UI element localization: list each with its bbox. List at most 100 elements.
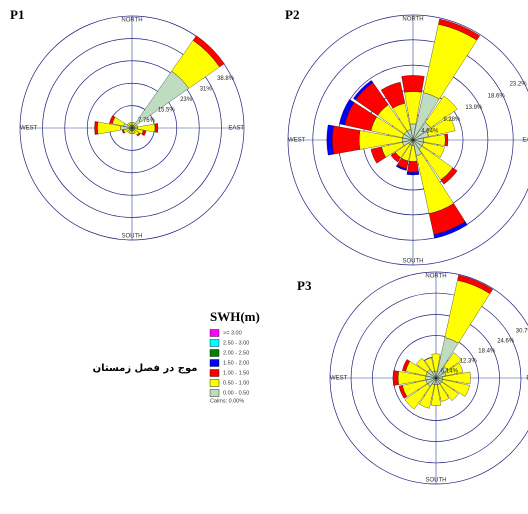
sector-segment: [421, 142, 445, 158]
sector-segment: [438, 18, 481, 41]
sector-segment: [419, 383, 435, 409]
sector-segment: [430, 384, 442, 406]
ring: [86, 82, 178, 174]
legend-swatch: [209, 379, 220, 387]
sector-segment: [370, 146, 386, 164]
sector-segment: [401, 75, 425, 93]
sector-segment: [404, 383, 431, 410]
legend-label: 0.50 - 1.00: [223, 380, 249, 386]
legend-swatch: [209, 369, 220, 377]
sector-segment: [433, 221, 468, 239]
rose-chart: P1 7.76%15.5% 23% 31% 38.8% NORTH EAST SOUTH WES…: [10, 7, 245, 241]
ring: [42, 38, 222, 218]
legend-label: 2.50 - 3.00: [223, 340, 249, 346]
direction-label: WEST: [288, 138, 306, 144]
legend-label: 1.00 - 1.50: [223, 370, 249, 376]
sector-segment: [121, 129, 125, 134]
sector-segment: [426, 116, 456, 137]
sector-segment: [326, 124, 334, 156]
sector-segment: [136, 132, 141, 137]
calms: Calms: 0.00%: [210, 398, 244, 404]
rose-chart: P3 6.14%12.3%18.4%24.6%30.7% NORTH EAST SOUT…: [297, 271, 528, 485]
ring-label: 6.14%: [441, 368, 459, 374]
sector-segment: [407, 161, 419, 173]
sector-segment: [406, 171, 420, 176]
ring-label: 9.28%: [443, 117, 461, 123]
direction-label: EAST: [522, 138, 528, 144]
ring-label: 24.6%: [497, 339, 515, 345]
sector-segment: [109, 115, 116, 124]
legend-label: 1.50 - 2.00: [223, 360, 249, 366]
sector-segment: [443, 352, 462, 371]
direction-label: SOUTH: [122, 234, 143, 240]
direction-label: EAST: [526, 376, 528, 382]
legend-swatch: [209, 339, 220, 347]
legend-swatch: [209, 359, 220, 367]
ring: [329, 271, 528, 485]
ring: [64, 60, 200, 196]
rose-chart: P2 4.64% 9.28% 13.9% 18.6% 23.2% NORTH EAST SOUT…: [285, 7, 528, 266]
direction-label: EAST: [228, 126, 244, 132]
sector-segment: [94, 121, 99, 135]
chart-title: P3: [297, 278, 312, 293]
direction-label: SOUTH: [403, 259, 424, 265]
sector-segment: [380, 81, 406, 109]
sector-segment: [339, 99, 355, 126]
ring-label: 12.3%: [460, 358, 478, 364]
sector-segment: [444, 133, 449, 147]
sector-segment: [442, 371, 471, 385]
ring-label: 18.6%: [488, 93, 506, 99]
ring-label: 18.4%: [478, 349, 496, 355]
caption: موج در فصل زمستان: [93, 363, 198, 374]
ring: [350, 292, 522, 464]
direction-label: WEST: [330, 376, 348, 382]
legend-swatch: [209, 329, 220, 337]
ring-label: 7.76%: [138, 118, 156, 124]
direction-label: NORTH: [425, 274, 446, 280]
direction-label: SOUTH: [426, 478, 447, 484]
sector-segment: [390, 152, 401, 163]
ring-label: 23%: [180, 97, 193, 103]
chart-title: P1: [10, 7, 24, 22]
legend-swatch: [209, 389, 220, 397]
sector-segment: [192, 35, 225, 68]
sector-segment: [353, 80, 374, 101]
direction-label: NORTH: [121, 18, 142, 24]
sector-segment: [441, 379, 470, 397]
sector-segment: [440, 167, 458, 185]
sector-segment: [402, 359, 411, 372]
ring-label: 15.5%: [158, 107, 176, 113]
ring-label: 30.7%: [516, 329, 528, 335]
ring-label: 31%: [200, 86, 213, 92]
sector-segment: [439, 381, 459, 401]
ring-label: 23.2%: [510, 82, 528, 88]
ring-label: 13.9%: [465, 105, 483, 111]
legend-label: >= 3.00: [223, 330, 242, 336]
sector-segment: [425, 95, 458, 128]
legend-label: 2.00 - 2.50: [223, 350, 249, 356]
direction-label: NORTH: [402, 17, 423, 23]
legend-label: 0.00 - 0.50: [223, 390, 249, 396]
sector-segment: [437, 383, 450, 402]
sector-segment: [395, 164, 407, 171]
legend-title: SWH(m): [210, 309, 260, 324]
sector-segment: [154, 123, 159, 133]
sector-segment: [141, 130, 147, 136]
sector-segment: [424, 357, 435, 373]
ring: [372, 314, 500, 442]
direction-label: WEST: [20, 126, 38, 132]
sector-segment: [457, 274, 493, 294]
ring: [19, 15, 245, 241]
ring-label: 4.64%: [421, 129, 439, 135]
ring-label: 38.8%: [217, 76, 235, 82]
sector-segment: [332, 125, 361, 155]
sector-segment: [431, 353, 441, 372]
ring: [287, 14, 528, 266]
sector-segment: [392, 370, 399, 386]
sector-segment: [128, 122, 132, 126]
chart-title: P2: [285, 7, 299, 22]
sector-segment: [398, 385, 408, 399]
sector-segment: [415, 357, 431, 373]
ring: [312, 39, 514, 241]
